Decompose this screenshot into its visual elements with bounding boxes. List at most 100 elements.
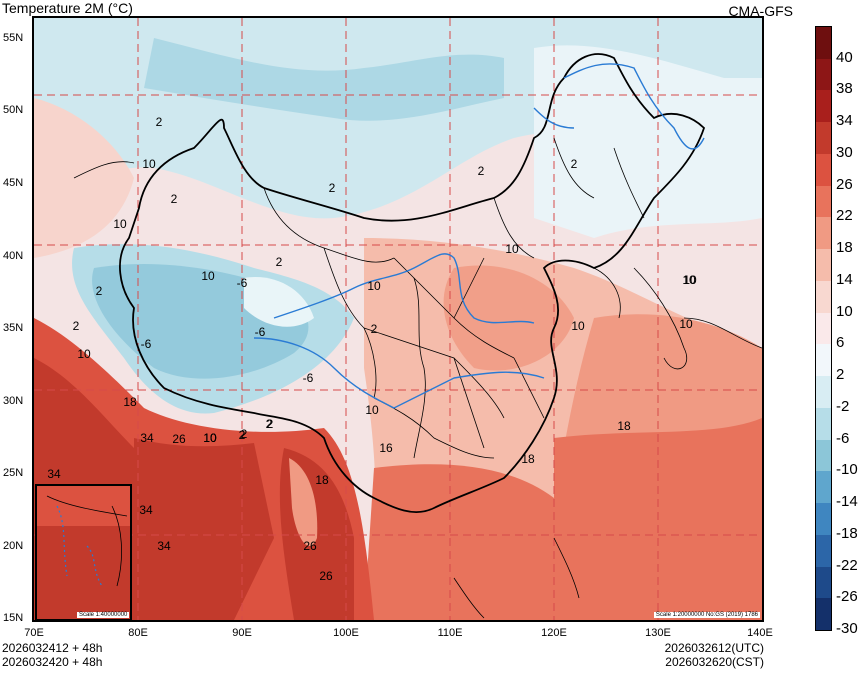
contour-label: 10 [683,273,697,287]
colorbar-segment [816,407,831,441]
contour-label: 2 [267,417,274,431]
colorbar-label: -6 [836,429,850,447]
contour-label: 2 [239,428,246,442]
model-name: CMA-GFS [728,3,793,19]
colorbar-segment [816,439,831,472]
contour-label: 18 [521,452,535,466]
lon-label: 110E [437,627,463,639]
colorbar-label: 30 [836,143,853,161]
contour-label: 10 [505,242,519,256]
lon-label: 130E [645,627,671,639]
init-time-line1: 2026032412 + 48h [2,641,103,655]
contour-label: 10 [203,431,217,445]
colorbar-segment [816,27,831,60]
map-frame: 2 10 2 2 10 2 2 10 2 10 10 10 -6 2 10 -6… [32,16,764,622]
lat-label: 55N [3,32,24,44]
contour-label: 2 [478,164,485,178]
init-time-line2: 2026032420 + 48h [2,655,103,669]
lon-label: 120E [541,627,567,639]
lat-label: 45N [3,177,24,189]
colorbar-segment [816,58,831,91]
colorbar-segment [816,344,831,377]
contour-label: 2 [156,115,163,129]
contour-label: 10 [365,403,379,417]
contour-label: 26 [303,539,317,553]
contour-label: 10 [571,319,585,333]
lat-label: 50N [3,104,24,116]
inset-scale-label: Scale 1:40000000 [77,612,130,618]
colorbar-segment [816,217,831,250]
contour-label: 10 [203,431,217,445]
contour-label: 2 [266,417,273,431]
lon-label: 70E [24,627,44,639]
contour-label: 2 [171,192,178,206]
colorbar-segment [816,122,831,155]
contour-label: 26 [172,432,186,446]
contour-label: -6 [255,325,266,339]
colorbar-label: -18 [836,524,858,542]
contour-label: 10 [201,269,215,283]
colorbar-segment [816,185,831,218]
colorbar-label: 38 [836,80,853,98]
colorbar-label: 10 [836,302,853,320]
contour-label: 34 [47,467,61,481]
temperature-map: 2 10 2 2 10 2 2 10 2 10 10 10 -6 2 10 -6… [34,18,762,620]
colorbar-label: 26 [836,175,853,193]
contour-label: 10 [367,279,381,293]
contour-label: 10 [682,273,696,287]
colorbar-segment [816,376,831,409]
colorbar-label: -26 [836,588,858,606]
contour-label: 18 [123,395,137,409]
contour-label: 2 [571,157,578,171]
colorbar-label: 22 [836,207,853,225]
colorbar-segment [816,471,831,504]
contour-label: 10 [679,317,693,331]
contour-label: 10 [142,157,156,171]
colorbar-label: 34 [836,112,853,130]
colorbar-label: 40 [836,48,853,66]
colorbar-label: -10 [836,461,858,479]
contour-label: 2 [329,181,336,195]
contour-label: -6 [303,371,314,385]
contour-label: 2 [73,319,80,333]
colorbar-segment [816,312,831,345]
lat-label: 25N [3,467,24,479]
colorbar-segment [816,566,831,599]
contour-label: 34 [157,539,171,553]
colorbar-segment [816,153,831,187]
contour-label: 18 [315,473,329,487]
colorbar-segment [816,503,831,536]
contour-label: 18 [617,419,631,433]
colorbar-label: 2 [836,366,845,384]
contour-label: 2 [241,427,248,441]
lat-label: 35N [3,322,24,334]
chart-title: Temperature 2M (°C) [2,0,133,16]
lat-label: 30N [3,395,24,407]
contour-label: -6 [141,337,152,351]
lat-label: 40N [3,250,24,262]
contour-label: 10 [77,347,91,361]
lon-label: 100E [333,627,359,639]
colorbar-segment [816,90,831,123]
valid-time-cst: 2026032620(CST) [665,655,764,669]
colorbar-label: -30 [836,620,858,637]
colorbar-label: 14 [836,270,853,288]
south-china-sea-inset: Scale 1:40000000 [35,484,132,620]
lon-label: 140E [747,627,773,639]
contour-label: 26 [319,569,333,583]
contour-label: 10 [113,217,127,231]
inset-map [37,486,130,619]
contour-label: 34 [139,503,153,517]
contour-label: 34 [140,431,154,445]
lon-label: 80E [128,627,148,639]
colorbar-label: -14 [836,493,858,511]
contour-label: 10 [203,431,217,445]
contour-label: 2 [371,322,378,336]
contour-label: 2 [96,284,103,298]
colorbar [815,26,832,631]
valid-time-utc: 2026032612(UTC) [664,641,764,655]
map-scale-label: Scale 1:20000000 No:GS (2019) 1786 [653,612,760,618]
contour-label: 16 [379,441,393,455]
colorbar-label: 18 [836,239,853,257]
lon-label: 90E [232,627,252,639]
